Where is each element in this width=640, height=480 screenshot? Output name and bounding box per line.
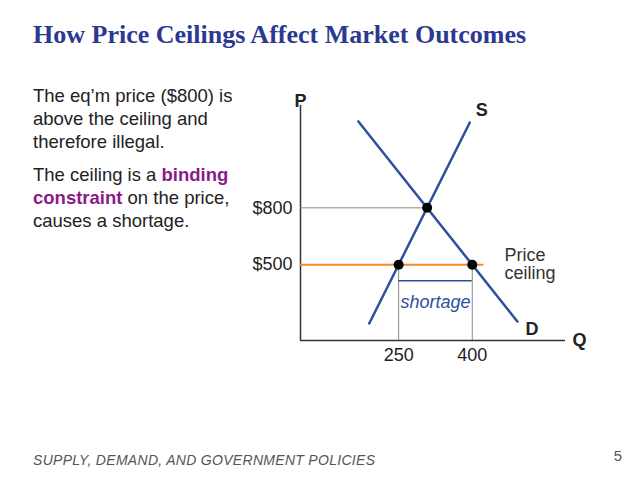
- svg-text:shortage: shortage: [400, 292, 470, 312]
- svg-text:250: 250: [384, 345, 414, 365]
- html-text:The eq’m price ($800) is above: The eq’m price ($800) is above the ceili…: [33, 85, 233, 152]
- svg-text:$500: $500: [252, 254, 292, 274]
- svg-text:D: D: [525, 319, 538, 339]
- html-text:How Price Ceilings Affect Mark: How Price Ceilings Affect Market Outcome…: [33, 20, 527, 49]
- svg-text:Priceceiling: Priceceiling: [505, 245, 556, 283]
- svg-text:S: S: [476, 100, 488, 120]
- svg-text:$800: $800: [252, 198, 292, 218]
- svg-text:P: P: [294, 91, 306, 111]
- html-text:The ceiling is a binding const: The ceiling is a binding constraint on t…: [33, 164, 230, 231]
- html-text:5: 5: [613, 447, 622, 464]
- svg-text:400: 400: [457, 345, 487, 365]
- html-text:SUPPLY, DEMAND, AND GOVERNMENT: SUPPLY, DEMAND, AND GOVERNMENT POLICIES: [33, 452, 376, 468]
- svg-text:Q: Q: [572, 330, 586, 350]
